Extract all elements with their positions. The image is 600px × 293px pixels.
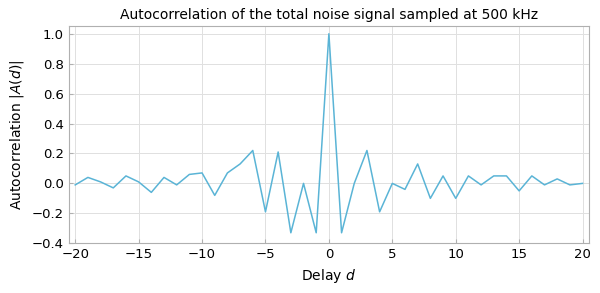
- X-axis label: Delay $d$: Delay $d$: [301, 267, 356, 285]
- Title: Autocorrelation of the total noise signal sampled at 500 kHz: Autocorrelation of the total noise signa…: [120, 8, 538, 22]
- Y-axis label: Autocorrelation $|A(d)|$: Autocorrelation $|A(d)|$: [8, 59, 26, 210]
